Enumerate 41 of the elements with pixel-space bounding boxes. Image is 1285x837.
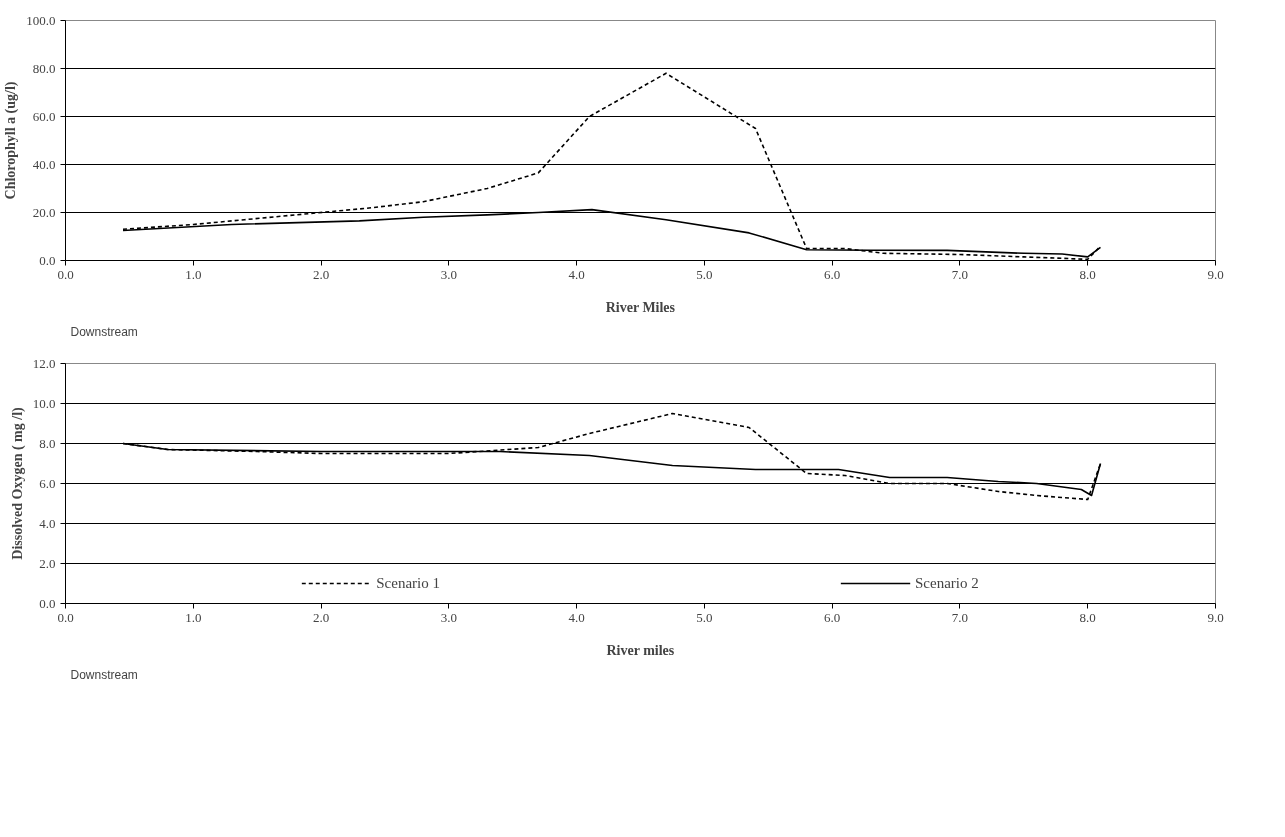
x-tick-label: 6.0 bbox=[824, 609, 841, 625]
x-tick-label: 9.0 bbox=[1207, 609, 1224, 625]
x-tick-label: 4.0 bbox=[568, 266, 585, 282]
x-tick-label: 2.0 bbox=[312, 609, 330, 625]
x-tick-label: 1.0 bbox=[185, 609, 202, 625]
x-tick-label: 3.0 bbox=[440, 266, 457, 282]
y-tick-label: 6.0 bbox=[39, 475, 56, 491]
x-tick-label: 5.0 bbox=[696, 609, 713, 625]
y-tick-label: 4.0 bbox=[39, 515, 56, 531]
legend-label: Scenario 2 bbox=[915, 574, 979, 592]
x-tick-label: 7.0 bbox=[951, 609, 969, 625]
y-tick-label: 100.0 bbox=[26, 12, 56, 28]
x-tick-label: 8.0 bbox=[1079, 609, 1096, 625]
x-tick-label: 9.0 bbox=[1207, 266, 1224, 282]
y-tick-label: 8.0 bbox=[39, 435, 56, 451]
x-tick-label: 3.0 bbox=[440, 609, 457, 625]
x-tick-label: 8.0 bbox=[1079, 266, 1096, 282]
y-tick-label: 10.0 bbox=[32, 395, 56, 411]
x-axis-title: River Miles bbox=[605, 299, 676, 315]
text: Downstream bbox=[70, 667, 138, 682]
y-tick-label: 40.0 bbox=[32, 156, 56, 172]
text: Downstream bbox=[70, 324, 138, 339]
y-axis-title: Dissolved Oxygen ( mg /l) bbox=[9, 406, 26, 560]
x-tick-label: 0.0 bbox=[57, 266, 74, 282]
x-tick-label: 5.0 bbox=[696, 266, 713, 282]
x-tick-label: 6.0 bbox=[824, 266, 841, 282]
x-tick-label: 0.0 bbox=[57, 609, 74, 625]
x-axis-title: River miles bbox=[606, 642, 675, 658]
y-tick-label: 12.0 bbox=[32, 355, 56, 371]
y-tick-label: 60.0 bbox=[32, 108, 56, 124]
y-tick-label: 2.0 bbox=[39, 555, 56, 571]
y-axis-title: Chlorophyll a (ug/l) bbox=[3, 81, 20, 200]
x-tick-label: 1.0 bbox=[185, 266, 202, 282]
x-tick-label: 2.0 bbox=[312, 266, 330, 282]
x-tick-label: 7.0 bbox=[951, 266, 969, 282]
y-tick-label: 0.0 bbox=[39, 252, 56, 268]
x-tick-label: 4.0 bbox=[568, 609, 585, 625]
legend-label: Scenario 1 bbox=[376, 574, 440, 592]
y-tick-label: 80.0 bbox=[32, 60, 56, 76]
y-tick-label: 0.0 bbox=[39, 595, 56, 611]
y-tick-label: 20.0 bbox=[32, 204, 56, 220]
